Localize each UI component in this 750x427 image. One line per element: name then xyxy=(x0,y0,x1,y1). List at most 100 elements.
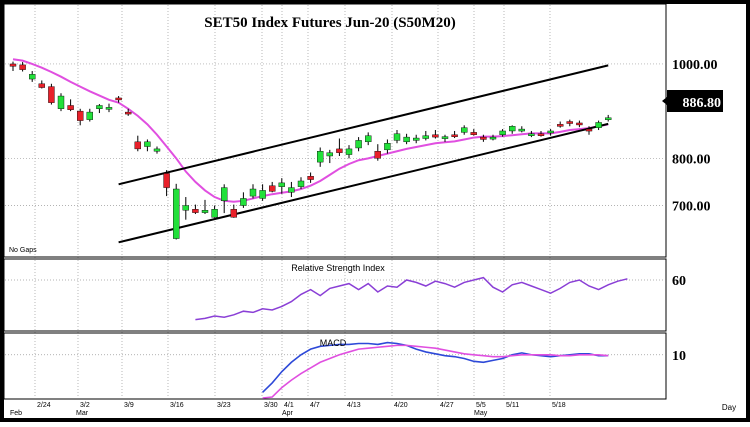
macd-panel xyxy=(3,332,667,400)
candle xyxy=(403,133,410,145)
candle-body xyxy=(393,133,401,141)
candle-body xyxy=(38,83,45,88)
date-axis: 2/24 3/2 3/9 3/16 3/23 3/30 4/1 4/7 4/13 4/20 4/27… xyxy=(10,402,566,417)
candle xyxy=(249,184,257,199)
candle-body xyxy=(230,209,238,218)
candle-body xyxy=(67,105,74,110)
candle-body xyxy=(403,136,410,143)
candle xyxy=(307,172,314,183)
candle xyxy=(96,104,103,114)
macd-line xyxy=(262,341,609,393)
candle-body xyxy=(153,148,161,152)
candle-body xyxy=(163,173,170,188)
rsi-line xyxy=(195,276,628,321)
candle xyxy=(278,178,285,194)
candle-body xyxy=(489,136,497,140)
candle xyxy=(201,199,209,215)
candle xyxy=(365,132,372,146)
candle xyxy=(86,108,94,122)
candle xyxy=(528,130,535,138)
candle-body xyxy=(19,64,26,70)
candle-body xyxy=(297,180,305,187)
candle xyxy=(384,139,391,154)
date-tick-label: 5/18 xyxy=(552,402,566,409)
candle-body xyxy=(144,141,151,147)
candle xyxy=(48,83,55,105)
candle xyxy=(480,134,487,142)
candle xyxy=(451,130,458,139)
candle xyxy=(192,204,199,215)
candle-body xyxy=(384,143,391,151)
candle-body xyxy=(115,97,122,101)
candle-body xyxy=(48,86,55,103)
candle-body xyxy=(499,130,506,135)
candle-body xyxy=(211,209,218,218)
trend-channel xyxy=(118,64,609,244)
channel-line xyxy=(118,122,609,244)
candle xyxy=(595,120,602,131)
date-tick-label: 3/9 xyxy=(124,402,134,409)
candle-body xyxy=(413,137,420,141)
candle-body xyxy=(134,141,142,150)
last-price-box xyxy=(667,90,723,112)
candle-body xyxy=(345,148,353,155)
candle xyxy=(537,130,545,137)
candle-body xyxy=(96,105,103,109)
candle xyxy=(67,99,74,112)
month-label: Apr xyxy=(282,410,294,417)
x-axis-label: Day xyxy=(722,403,736,412)
candle xyxy=(585,126,593,135)
candle xyxy=(297,177,305,190)
candle xyxy=(432,130,439,139)
candle xyxy=(153,146,161,154)
candle-body xyxy=(124,111,132,115)
month-label: Mar xyxy=(76,410,89,417)
candle-body xyxy=(57,95,65,109)
price-axis: 1000.00 800.00 700.00 60 10 xyxy=(672,58,718,364)
candle-body xyxy=(547,130,554,134)
candle-body xyxy=(326,152,333,157)
candle xyxy=(115,96,122,103)
price-tick-label: 700.00 xyxy=(672,200,711,215)
candle-body xyxy=(317,151,324,163)
date-tick-label: 3/30 xyxy=(264,402,278,409)
candle xyxy=(393,130,401,144)
candle xyxy=(57,93,65,112)
rsi-tick-label: 60 xyxy=(672,274,686,289)
candle xyxy=(76,108,84,126)
candle xyxy=(518,126,525,133)
candle-body xyxy=(76,110,84,121)
candle xyxy=(9,61,17,72)
candle-body xyxy=(220,187,228,202)
candle xyxy=(557,121,564,128)
candle xyxy=(144,139,151,152)
candle xyxy=(29,71,36,82)
candle xyxy=(355,137,362,152)
candle-body xyxy=(201,210,209,213)
candle-body xyxy=(528,133,535,136)
candle xyxy=(124,108,132,116)
candle xyxy=(413,134,420,144)
date-tick-label: 4/20 xyxy=(394,402,408,409)
candle xyxy=(345,145,353,159)
chart-background xyxy=(4,4,746,418)
date-tick-label: 2/24 xyxy=(37,402,51,409)
date-tick-label: 4/1 xyxy=(284,402,294,409)
candle-body xyxy=(288,187,295,193)
candle-body xyxy=(470,132,477,135)
candle xyxy=(269,181,276,193)
candle-body xyxy=(307,176,314,180)
candle-body xyxy=(355,140,362,149)
candle-body xyxy=(595,122,602,128)
candle-body xyxy=(9,63,17,67)
candle xyxy=(240,192,247,208)
candle-body xyxy=(240,198,247,206)
last-price-label: 886.80 xyxy=(683,96,722,111)
channel-line xyxy=(118,64,609,186)
candle xyxy=(326,149,333,164)
date-tick-label: 4/13 xyxy=(347,402,361,409)
rsi-panel xyxy=(3,258,667,332)
candle xyxy=(336,138,343,156)
candle xyxy=(182,197,190,220)
candle xyxy=(605,114,612,122)
